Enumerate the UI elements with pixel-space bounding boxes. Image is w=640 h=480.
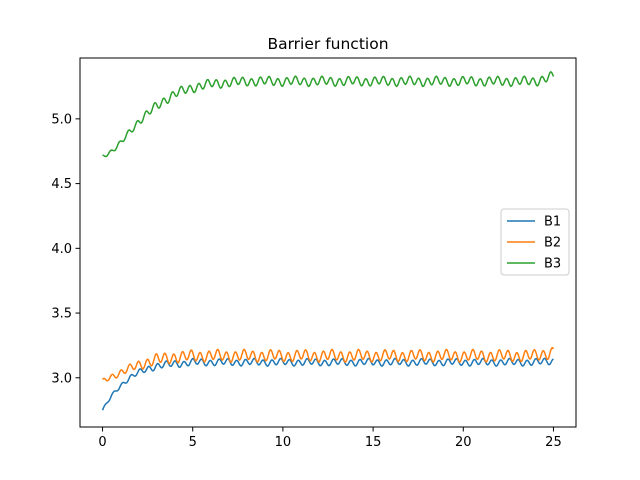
y-tick-label: 3.0 xyxy=(51,371,72,386)
y-axis: 3.0 3.5 4.0 4.5 5.0 xyxy=(51,112,80,386)
legend-label-b2: B2 xyxy=(544,236,561,251)
y-tick-label: 4.5 xyxy=(51,177,72,192)
x-tick-label: 15 xyxy=(365,435,382,450)
series-line-b3 xyxy=(102,71,555,158)
x-tick-label: 25 xyxy=(545,435,562,450)
plot-frame xyxy=(79,57,577,428)
y-tick-label: 5.0 xyxy=(51,112,72,127)
series-line-b1 xyxy=(101,357,554,411)
legend-label-b3: B3 xyxy=(544,257,561,272)
x-axis: 0 5 10 15 20 25 xyxy=(98,427,562,450)
y-tick-label: 3.5 xyxy=(51,307,72,322)
x-tick-label: 20 xyxy=(455,435,472,450)
x-tick-label: 0 xyxy=(98,435,106,450)
legend: B1 B2 B3 xyxy=(500,208,570,276)
plot-lines xyxy=(101,71,555,411)
series-line-b2 xyxy=(102,346,555,382)
x-tick-label: 10 xyxy=(275,435,292,450)
x-tick-label: 5 xyxy=(189,435,197,450)
legend-label-b1: B1 xyxy=(544,215,561,230)
chart-title: Barrier function xyxy=(267,35,388,53)
y-tick-label: 4.0 xyxy=(51,242,72,257)
